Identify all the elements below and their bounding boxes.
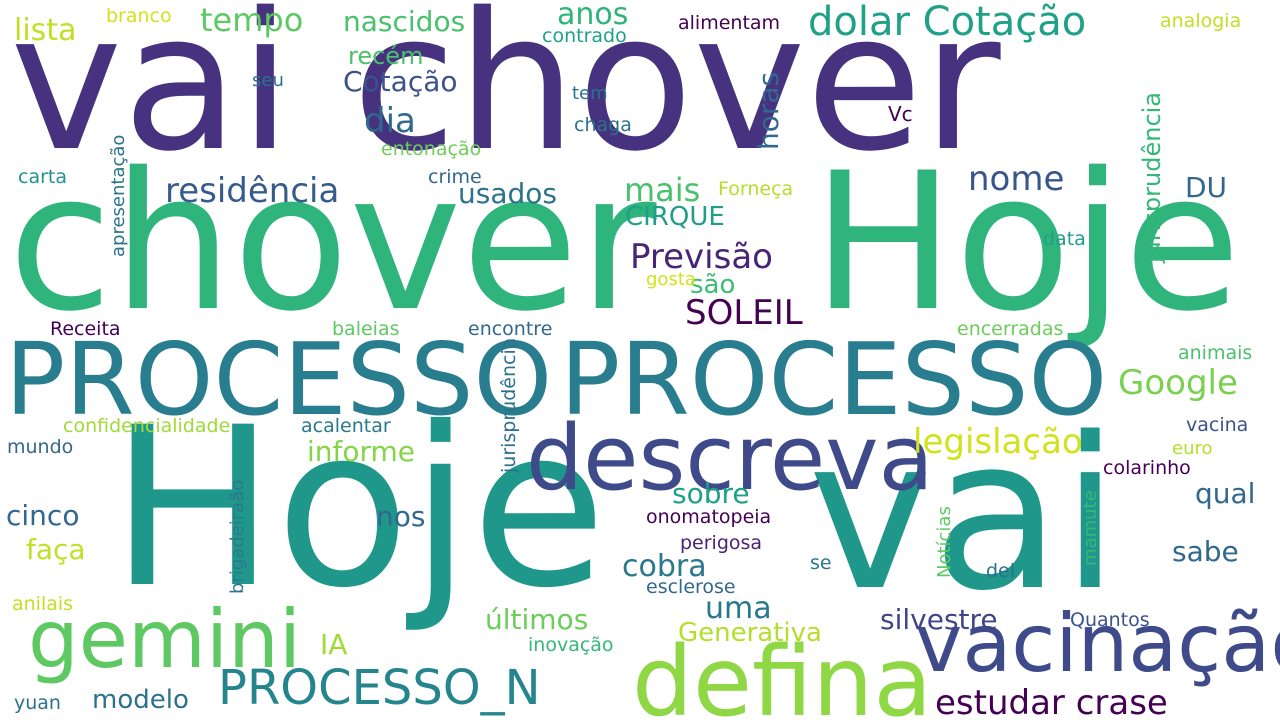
cloud-word: últimos [485, 603, 589, 636]
cloud-word: Generativa [678, 618, 822, 648]
cloud-word: Notícias [934, 506, 955, 578]
cloud-word: lista [14, 13, 77, 48]
cloud-word: crime [428, 166, 482, 188]
cloud-word: Receita [50, 318, 121, 340]
cloud-word: mundo [7, 436, 74, 458]
cloud-word: confidencialidade [63, 415, 231, 437]
cloud-word: DU [1185, 171, 1228, 204]
cloud-word: dia [364, 101, 416, 141]
cloud-word: yuan [14, 692, 61, 714]
cloud-word: CIRQUE [625, 202, 725, 232]
cloud-word: vacinação [915, 597, 1280, 690]
cloud-word: vai [808, 392, 1120, 637]
cloud-word: cinco [6, 499, 80, 532]
cloud-word: sobre [672, 477, 750, 510]
cloud-word: inovação [528, 634, 614, 656]
cloud-word: apresentação [108, 134, 129, 257]
cloud-word: uma [705, 591, 772, 626]
cloud-word: esclerose [646, 576, 736, 598]
cloud-word: alimentam [678, 12, 781, 34]
cloud-word: gemini [28, 593, 302, 686]
cloud-word: Hoje [812, 132, 1241, 353]
cloud-word: anilais [12, 593, 74, 615]
cloud-word: nos [376, 500, 426, 533]
cloud-word: são [690, 270, 736, 300]
cloud-word: jurisprudência [1138, 91, 1166, 263]
cloud-word: defina [632, 626, 933, 720]
cloud-word: PROCESSO [560, 321, 1108, 438]
cloud-word: carta [18, 166, 67, 188]
cloud-word: chaga [574, 114, 632, 136]
cloud-word: vacina [1186, 414, 1249, 436]
cloud-word: PROCESSO [5, 321, 553, 438]
cloud-word: usados [458, 177, 557, 210]
cloud-word: Cotação [343, 65, 458, 98]
cloud-word: data [1043, 228, 1086, 250]
cloud-word: silvestre [880, 603, 998, 636]
cloud-word: informe [307, 435, 416, 468]
cloud-word: modelo [92, 685, 189, 715]
cloud-word: mais [624, 171, 701, 209]
cloud-word: recém [348, 42, 424, 70]
cloud-word: entonação [381, 138, 482, 160]
cloud-word: colarinho [1103, 457, 1191, 479]
cloud-word: Previsão [630, 237, 773, 277]
cloud-word: anos [557, 0, 629, 32]
cloud-word: estudar crase [935, 683, 1168, 720]
cloud-word: encontre [468, 318, 553, 340]
cloud-word: cobra [622, 549, 707, 584]
cloud-word: tem [572, 83, 608, 104]
cloud-word: acalentar [301, 415, 391, 437]
cloud-word: IA [320, 628, 348, 661]
cloud-word: chover [8, 132, 657, 353]
cloud-word: residência [165, 171, 340, 211]
cloud-word: Forneça [718, 178, 794, 200]
cloud-word: seu [252, 70, 284, 91]
cloud-word: SOLEIL [685, 293, 803, 333]
cloud-word: onomatopeia [646, 506, 772, 528]
cloud-word: euro [1172, 438, 1213, 459]
cloud-word: Vc [888, 102, 913, 126]
cloud-word: contrado [542, 25, 627, 47]
cloud-word: nome [968, 159, 1065, 199]
cloud-word: Hoje [110, 380, 607, 636]
cloud-word: analogia [1160, 10, 1242, 32]
cloud-word: mamute [1080, 490, 1101, 566]
cloud-word: brigadeiraão [227, 479, 248, 594]
cloud-word: vai chover [10, 0, 1001, 193]
cloud-word: sabe [1172, 535, 1239, 568]
cloud-word: Quantos [1070, 609, 1150, 631]
cloud-word: branco [106, 5, 172, 27]
cloud-word: baleias [332, 318, 400, 340]
cloud-word: del [986, 560, 1016, 582]
cloud-word: se [810, 552, 832, 574]
cloud-word: qual [1195, 477, 1256, 510]
cloud-word: legislação [913, 422, 1083, 462]
cloud-word: faça [26, 533, 86, 566]
cloud-word: nascidos [343, 5, 466, 38]
cloud-word: PROCESSO_N [218, 660, 541, 716]
cloud-word: encerradas [957, 318, 1064, 340]
cloud-word: perigosa [680, 532, 763, 554]
cloud-word: animais [1178, 342, 1253, 364]
cloud-word: horas [752, 71, 785, 150]
cloud-word: dolar Cotação [808, 0, 1087, 45]
cloud-word: descreva [526, 406, 934, 511]
cloud-word: gosta [646, 269, 696, 290]
cloud-word: jurisprudência [498, 337, 520, 473]
cloud-word: tempo [200, 1, 304, 39]
cloud-word: Google [1118, 363, 1238, 403]
